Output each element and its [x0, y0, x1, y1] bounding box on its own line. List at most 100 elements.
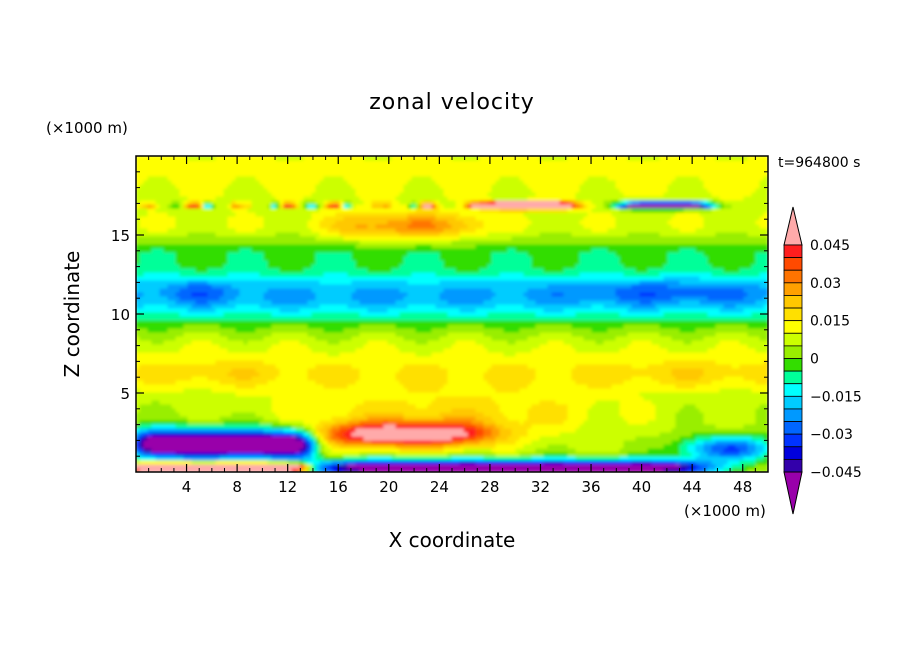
field-cell: [255, 419, 261, 425]
field-cell: [259, 427, 265, 433]
field-cell: [235, 259, 241, 265]
field-cell: [136, 275, 141, 281]
field-cell: [151, 331, 157, 337]
field-cell: [259, 347, 265, 353]
field-cell: [255, 267, 261, 273]
field-cell: [255, 215, 261, 221]
field-cell: [139, 411, 145, 417]
field-cell: [175, 255, 181, 261]
field-cell: [307, 411, 313, 417]
field-cell: [175, 327, 181, 333]
field-cell: [223, 207, 229, 213]
field-cell: [183, 331, 189, 337]
field-cell: [147, 371, 153, 377]
field-cell: [267, 331, 273, 337]
field-cell: [235, 419, 241, 425]
field-cell: [159, 331, 165, 337]
field-cell: [151, 287, 157, 293]
field-cell: [179, 279, 185, 285]
field-cell: [179, 359, 185, 365]
field-cell: [235, 315, 241, 321]
field-cell: [179, 351, 185, 357]
field-cell: [307, 251, 313, 257]
field-cell: [283, 303, 289, 309]
field-cell: [271, 163, 277, 169]
field-cell: [307, 395, 313, 401]
field-cell: [299, 175, 305, 181]
field-cell: [207, 455, 213, 461]
field-cell: [291, 251, 297, 257]
field-cell: [263, 431, 269, 437]
field-cell: [279, 203, 285, 209]
field-cell: [263, 327, 269, 333]
field-cell: [275, 387, 281, 393]
field-cell: [183, 359, 189, 365]
field-cell: [267, 183, 273, 189]
field-cell: [191, 187, 197, 193]
field-cell: [279, 303, 285, 309]
field-cell: [143, 467, 149, 472]
field-cell: [211, 467, 217, 472]
field-cell: [187, 299, 193, 305]
field-cell: [227, 399, 233, 405]
field-cell: [136, 323, 141, 329]
field-cell: [207, 363, 213, 369]
field-cell: [255, 279, 261, 285]
field-cell: [231, 415, 237, 421]
field-cell: [167, 191, 173, 197]
field-cell: [151, 431, 157, 437]
field-cell: [231, 271, 237, 277]
field-cell: [203, 251, 209, 257]
field-cell: [215, 159, 221, 165]
field-cell: [271, 335, 277, 341]
field-cell: [263, 355, 269, 361]
field-cell: [155, 371, 161, 377]
field-cell: [143, 319, 149, 325]
field-cell: [183, 279, 189, 285]
field-cell: [155, 187, 161, 193]
field-cell: [307, 315, 313, 321]
field-cell: [136, 319, 141, 325]
field-cell: [291, 156, 297, 161]
field-cell: [207, 227, 213, 233]
field-cell: [267, 419, 273, 425]
field-cell: [211, 415, 217, 421]
field-cell: [263, 335, 269, 341]
field-cell: [187, 227, 193, 233]
field-cell: [163, 331, 169, 337]
field-cell: [267, 459, 273, 465]
field-cell: [259, 159, 265, 165]
field-cell: [291, 387, 297, 393]
field-cell: [283, 363, 289, 369]
field-cell: [147, 295, 153, 301]
field-cell: [311, 307, 317, 313]
field-cell: [167, 351, 173, 357]
field-cell: [143, 379, 149, 385]
field-cell: [159, 215, 165, 221]
field-cell: [231, 163, 237, 169]
field-cell: [303, 331, 309, 337]
field-cell: [255, 347, 261, 353]
field-cell: [159, 387, 165, 393]
field-cell: [295, 207, 301, 213]
field-cell: [207, 187, 213, 193]
field-cell: [315, 411, 321, 417]
field-cell: [199, 311, 205, 317]
field-cell: [295, 363, 301, 369]
field-cell: [291, 179, 297, 185]
field-cell: [291, 199, 297, 205]
field-cell: [271, 243, 277, 249]
field-cell: [275, 275, 281, 281]
field-cell: [171, 227, 177, 233]
field-cell: [199, 327, 205, 333]
field-cell: [271, 395, 277, 401]
field-cell: [215, 307, 221, 313]
field-cell: [195, 279, 201, 285]
field-cell: [163, 355, 169, 361]
field-cell: [207, 239, 213, 245]
field-cell: [291, 339, 297, 345]
field-cell: [311, 327, 317, 333]
field-cell: [191, 367, 197, 373]
field-cell: [267, 311, 273, 317]
field-cell: [187, 267, 193, 273]
